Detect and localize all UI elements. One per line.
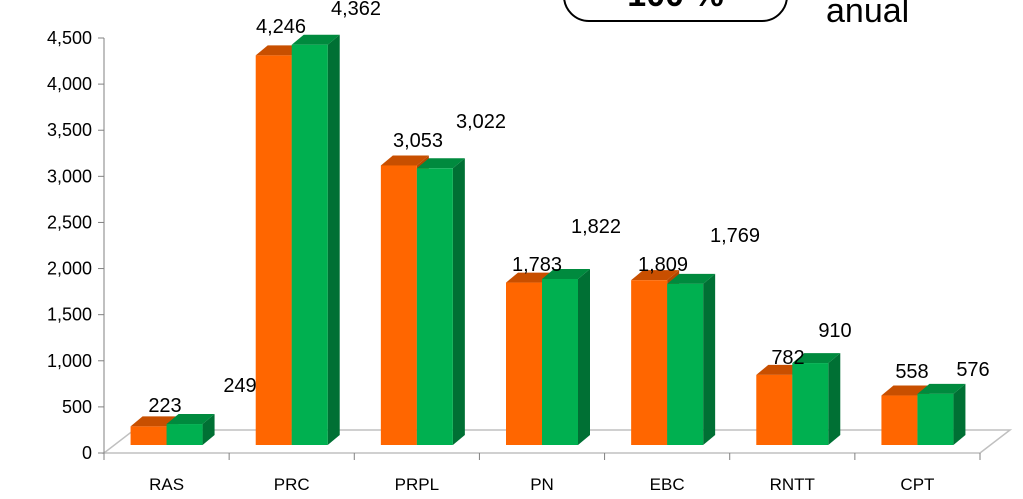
y-tick-label: 1,500: [47, 305, 92, 325]
bar-top-ebc-s2: [667, 273, 716, 284]
data-label-cpt-s1: 558: [895, 361, 928, 383]
bar-rntt-s2: [792, 363, 829, 445]
x-label-rntt: RNTT: [770, 475, 815, 494]
bar-cpt-s2: [917, 393, 954, 445]
data-label-rntt-s1: 782: [771, 347, 804, 369]
x-label-pn: PN: [530, 475, 554, 494]
bar-cpt-s1: [881, 395, 918, 445]
bar-pn-s2: [542, 278, 578, 445]
x-label-prpl: PRPL: [395, 475, 439, 494]
data-label-prc-s2: 4,362: [331, 0, 381, 20]
bar-prc-s2: [291, 44, 328, 446]
data-label-ebc-s1: 1,809: [638, 254, 688, 276]
bar-prpl-s2: [416, 168, 453, 445]
bar-top-cpt-s1: [881, 385, 930, 396]
y-tick-label: 1,000: [47, 351, 92, 371]
bar-side-prc-s2: [327, 34, 340, 446]
y-tick-label: 3,500: [47, 120, 92, 140]
x-label-cpt: CPT: [900, 475, 934, 494]
data-label-prpl-s1: 3,053: [393, 130, 443, 152]
data-label-rntt-s2: 910: [818, 320, 851, 342]
bar-top-prpl-s2: [416, 158, 465, 169]
callout-label: anual: [826, 0, 910, 30]
y-tick-label: 500: [62, 397, 92, 417]
bar-top-ras-s2: [166, 414, 215, 425]
bar-rntt-s1: [756, 374, 793, 445]
y-tick-label: 4,000: [47, 74, 92, 94]
bar-side-pn-s2: [578, 268, 590, 445]
callout-text: 100 %: [565, 0, 786, 15]
data-label-prpl-s2: 3,022: [456, 111, 506, 133]
data-label-ras-s2: 249: [223, 375, 256, 397]
x-label-ras: RAS: [149, 475, 184, 494]
bar-top-cpt-s2: [917, 383, 966, 394]
bar-ebc-s2: [667, 283, 704, 445]
x-label-prc: PRC: [274, 475, 310, 494]
bar-side-cpt-s2: [953, 383, 966, 445]
bar-pn-s1: [506, 282, 542, 445]
data-label-prc-s1: 4,246: [256, 16, 306, 38]
bar-side-rntt-s2: [828, 353, 841, 445]
data-label-pn-s2: 1,822: [571, 216, 621, 238]
y-tick-label: 2,000: [47, 259, 92, 279]
y-tick-label: 3,000: [47, 166, 92, 186]
y-tick-label: 0: [82, 443, 92, 463]
bar-ras-s1: [130, 426, 167, 445]
bar-top-prc-s2: [291, 34, 340, 45]
data-label-pn-s1: 1,783: [512, 254, 562, 276]
bar-top-ras-s1: [130, 416, 179, 427]
bar-side-ras-s2: [202, 414, 215, 445]
bar-ebc-s1: [631, 280, 668, 445]
bar-top-pn-s2: [542, 268, 590, 279]
x-label-ebc: EBC: [650, 475, 685, 494]
bar-ras-s2: [166, 424, 203, 445]
data-label-cpt-s2: 576: [956, 359, 989, 381]
bar-top-rntt-s2: [792, 353, 841, 364]
bar-prpl-s1: [380, 165, 417, 445]
data-label-ebc-s2: 1,769: [710, 225, 760, 247]
y-tick-label: 2,500: [47, 212, 92, 232]
bar-top-prpl-s1: [380, 155, 429, 166]
bar-top-ebc-s1: [631, 270, 680, 281]
callout-badge: 100 %: [563, 0, 788, 22]
y-tick-label: 4,500: [47, 28, 92, 48]
bar-prc-s1: [255, 55, 292, 446]
data-label-ras-s1: 223: [148, 395, 181, 417]
bar-side-prpl-s2: [452, 158, 465, 445]
bar-side-ebc-s2: [703, 273, 716, 445]
